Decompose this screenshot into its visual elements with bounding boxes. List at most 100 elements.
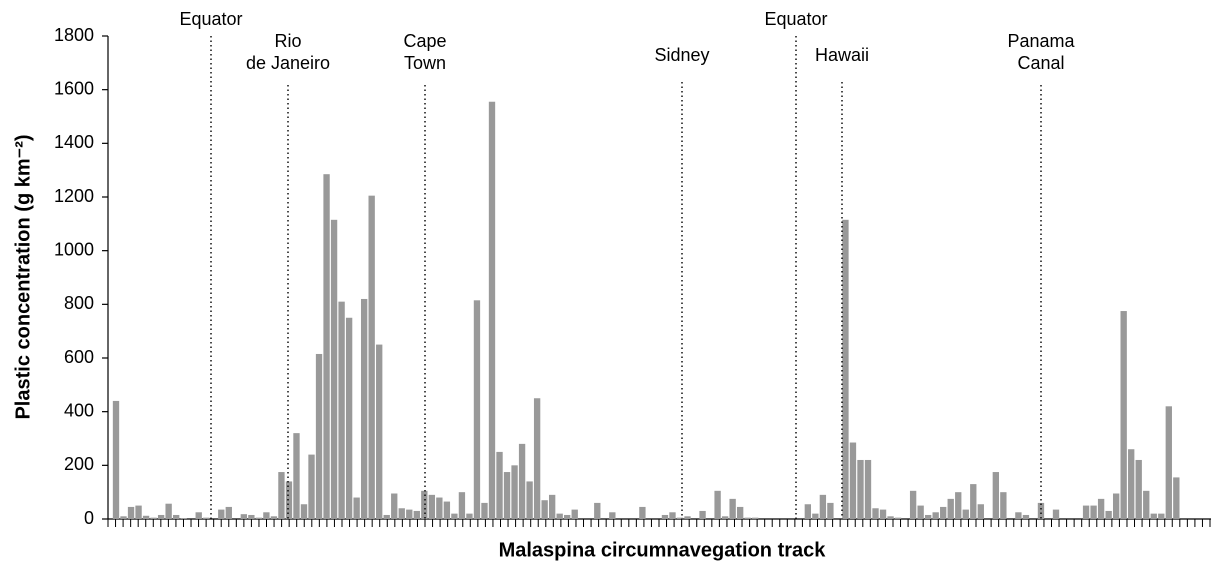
bar <box>466 513 473 519</box>
y-tick-label: 1600 <box>54 78 94 98</box>
y-axis-label: Plastic concentration (g km⁻²) <box>12 134 34 419</box>
y-tick-label: 400 <box>64 400 94 420</box>
bar <box>338 301 345 519</box>
bar <box>857 459 864 519</box>
bar <box>571 509 578 519</box>
bar <box>263 512 270 519</box>
bar <box>609 512 616 519</box>
bar <box>887 516 894 519</box>
bar <box>270 516 278 519</box>
bar <box>819 494 827 519</box>
annotation-label: Panama <box>1007 31 1075 51</box>
bar <box>218 509 225 519</box>
annotation-label: Equator <box>179 9 242 29</box>
y-tick-label: 800 <box>64 293 94 313</box>
bar <box>481 502 488 519</box>
bar <box>488 101 496 519</box>
bar <box>458 492 466 519</box>
bar <box>804 504 812 519</box>
y-tick-label: 1000 <box>54 239 94 259</box>
bar <box>428 494 436 519</box>
annotation-label: Sidney <box>654 45 709 65</box>
bar <box>225 506 232 519</box>
bar <box>413 510 420 519</box>
bar <box>1120 311 1127 519</box>
annotation-label: Hawaii <box>815 45 869 65</box>
bar <box>699 510 706 519</box>
bar <box>1097 498 1105 519</box>
bar <box>676 517 684 519</box>
annotation-label: de Janeiro <box>246 53 330 73</box>
bar <box>1135 459 1142 519</box>
bar <box>345 317 353 519</box>
bar <box>564 514 571 519</box>
bar <box>293 433 300 519</box>
bar <box>1143 490 1150 519</box>
y-tick-label: 1400 <box>54 132 94 152</box>
bar <box>496 451 503 519</box>
bar <box>1015 512 1022 519</box>
bar <box>150 517 157 519</box>
bar <box>849 442 857 519</box>
bar <box>947 498 954 519</box>
bar <box>240 514 248 519</box>
bar <box>917 505 924 519</box>
bar <box>135 505 142 519</box>
bar <box>894 517 902 519</box>
bar <box>977 504 984 519</box>
bar <box>1150 513 1157 519</box>
bar <box>1052 509 1060 519</box>
bar <box>827 502 834 519</box>
bar <box>548 494 556 519</box>
bar <box>1090 505 1097 519</box>
bar <box>330 219 338 519</box>
bar <box>255 517 263 519</box>
bar <box>376 344 383 519</box>
bar <box>594 502 601 519</box>
bar <box>909 490 917 519</box>
y-tick-label: 600 <box>64 347 94 367</box>
bar <box>1105 510 1112 519</box>
bar <box>962 509 969 519</box>
bar <box>360 298 368 519</box>
bar <box>300 504 308 519</box>
bar <box>451 513 458 519</box>
bar <box>120 516 127 519</box>
bar <box>142 515 150 519</box>
bar <box>112 400 120 519</box>
bar <box>684 516 691 519</box>
bar <box>729 498 736 519</box>
bar <box>639 506 646 519</box>
bar <box>970 484 977 519</box>
bar <box>353 497 360 519</box>
bar <box>308 454 315 519</box>
bar <box>443 501 451 519</box>
bar <box>541 500 548 519</box>
bar <box>1173 477 1180 519</box>
x-axis-label: Malaspina circumnavegation track <box>499 539 827 561</box>
bar <box>736 506 744 519</box>
bar <box>511 465 518 519</box>
bar <box>285 481 293 519</box>
bar <box>932 512 939 519</box>
bar <box>503 472 511 519</box>
bar <box>248 514 255 519</box>
bar <box>180 518 187 519</box>
bar <box>812 513 819 519</box>
bar <box>195 512 202 519</box>
bar <box>278 472 285 519</box>
bar <box>323 174 330 520</box>
bar <box>842 219 849 519</box>
annotation-label: Rio <box>274 31 301 51</box>
annotation-label: Equator <box>764 9 827 29</box>
bar <box>473 300 481 519</box>
bar <box>533 398 541 519</box>
bar <box>1082 505 1090 519</box>
bar <box>669 512 676 519</box>
bar <box>1112 493 1120 519</box>
bar <box>721 516 729 519</box>
bar <box>165 503 172 519</box>
bar <box>1022 514 1030 519</box>
bar <box>398 508 405 519</box>
